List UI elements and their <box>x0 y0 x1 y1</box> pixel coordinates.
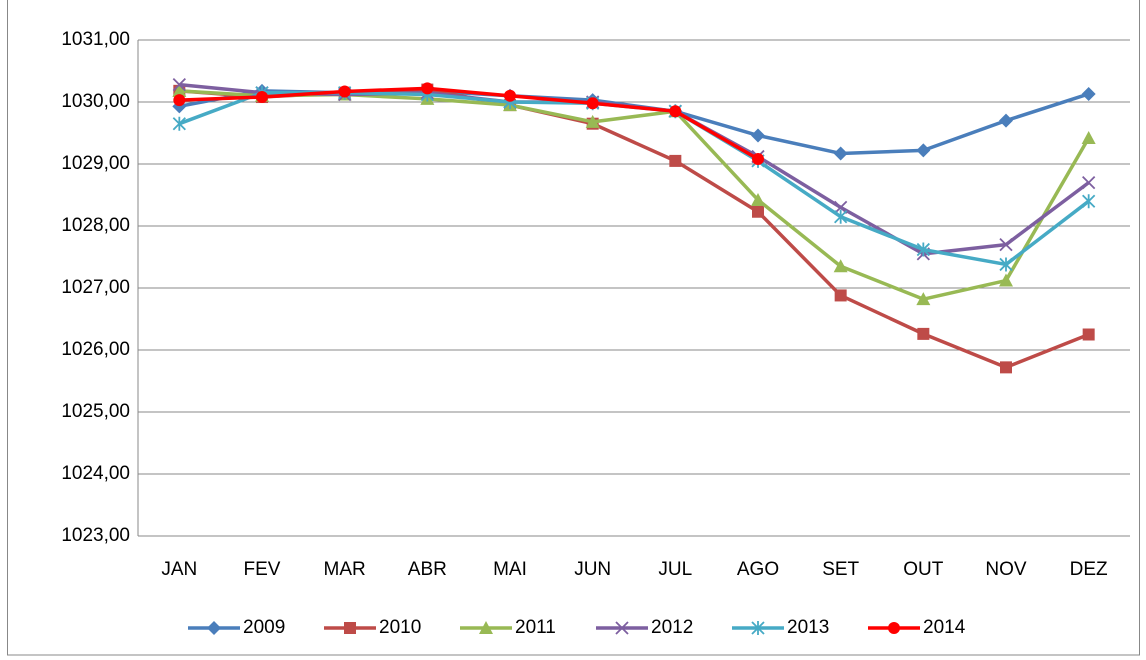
legend-label: 2010 <box>379 617 421 638</box>
marker <box>834 200 848 215</box>
marker <box>752 153 764 166</box>
x-tick-label: JUN <box>574 559 611 580</box>
marker <box>586 97 599 110</box>
marker <box>888 622 900 634</box>
marker <box>338 85 351 98</box>
marker <box>916 143 931 158</box>
legend-label: 2013 <box>787 617 829 638</box>
x-tick-label: ABR <box>408 559 447 580</box>
marker <box>833 259 848 273</box>
x-tick-label: JUL <box>658 559 692 580</box>
x-tick-label: NOV <box>985 559 1027 580</box>
marker <box>751 128 765 143</box>
marker <box>1000 361 1012 374</box>
y-tick-label: 1031,00 <box>61 29 130 50</box>
legend-label: 2014 <box>923 617 966 638</box>
marker <box>421 82 434 95</box>
x-tick-label: MAI <box>493 559 527 580</box>
marker <box>752 205 764 218</box>
marker <box>1082 328 1095 341</box>
marker <box>172 116 186 131</box>
y-tick-label: 1026,00 <box>61 339 130 360</box>
y-tick-label: 1027,00 <box>61 277 130 298</box>
series-line <box>179 82 1090 256</box>
y-tick-label: 1024,00 <box>61 463 130 484</box>
marker <box>1081 130 1096 144</box>
y-tick-label: 1028,00 <box>61 215 130 236</box>
x-tick-label: FEV <box>244 559 281 580</box>
marker <box>256 91 268 104</box>
marker <box>999 237 1013 252</box>
legend-label: 2009 <box>243 617 285 638</box>
marker <box>1082 175 1096 190</box>
x-tick-label: SET <box>822 559 859 580</box>
marker <box>834 209 848 224</box>
marker <box>504 89 516 102</box>
legend-label: 2012 <box>651 617 693 638</box>
x-tick-label: AGO <box>737 559 779 580</box>
marker <box>615 621 629 635</box>
marker <box>1081 86 1096 101</box>
series-line <box>179 89 1091 301</box>
marker <box>1082 194 1096 209</box>
marker <box>173 94 186 107</box>
marker <box>585 114 600 128</box>
marker <box>479 621 493 634</box>
series-line <box>178 90 1090 267</box>
marker <box>917 327 930 340</box>
legend-label: 2011 <box>515 617 556 638</box>
marker <box>207 621 221 635</box>
series-line <box>179 86 759 161</box>
marker <box>669 105 682 118</box>
marker <box>344 622 356 634</box>
x-tick-label: JAN <box>161 559 197 580</box>
marker <box>999 257 1013 272</box>
y-tick-label: 1030,00 <box>61 91 130 112</box>
y-tick-label: 1025,00 <box>61 401 130 422</box>
marker <box>751 621 765 635</box>
y-tick-label: 1023,00 <box>61 525 130 546</box>
x-tick-label: DEZ <box>1070 559 1108 580</box>
marker <box>916 292 931 306</box>
chart-border <box>7 0 1140 656</box>
series-line <box>179 87 1090 370</box>
marker <box>999 113 1013 128</box>
marker <box>834 289 847 302</box>
marker <box>833 146 848 161</box>
marker <box>999 273 1013 287</box>
marker <box>916 242 930 257</box>
y-tick-label: 1029,00 <box>61 153 130 174</box>
marker <box>172 78 186 92</box>
x-tick-label: MAR <box>324 559 366 580</box>
marker <box>751 192 765 206</box>
marker <box>669 154 682 167</box>
x-tick-label: OUT <box>903 559 944 580</box>
marker <box>172 83 187 97</box>
